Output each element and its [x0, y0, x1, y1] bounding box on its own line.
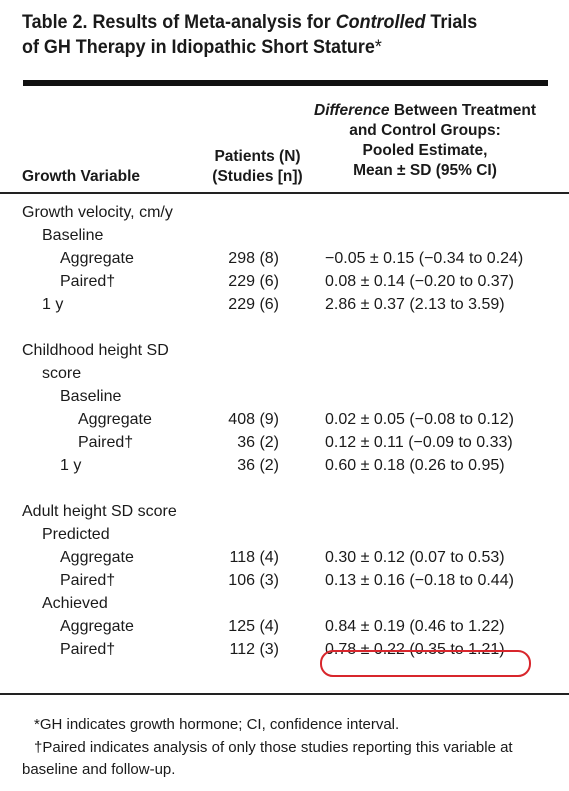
- row-patients: 298 (8): [228, 250, 279, 267]
- row-estimate: 2.86 ± 0.37 (2.13 to 3.59): [325, 296, 505, 313]
- header-patients: Patients (N) (Studies [n]): [212, 148, 303, 185]
- table-row: Adult height SD score: [0, 500, 569, 523]
- table-row: Paired† 106 (3) 0.13 ± 0.16 (−0.18 to 0.44…: [0, 569, 569, 592]
- table-row: Paired† 229 (6) 0.08 ± 0.14 (−0.20 to 0.37…: [0, 270, 569, 293]
- header-rule: [0, 192, 569, 194]
- top-thick-rule: [23, 80, 548, 86]
- table-row: score: [0, 362, 569, 385]
- row-patients: 118 (4): [229, 549, 279, 566]
- row-patients: 229 (6): [228, 296, 279, 313]
- row-label: Paired†: [60, 572, 116, 589]
- table-row: 1 y 36 (2) 0.60 ± 0.18 (0.26 to 0.95): [0, 454, 569, 477]
- row-label: Childhood height SD: [22, 342, 169, 359]
- table-row: Aggregate 118 (4) 0.30 ± 0.12 (0.07 to 0.5…: [0, 546, 569, 569]
- row-label: Paired†: [60, 641, 116, 658]
- table-body: Growth velocity, cm/y Baseline Aggregate 29…: [0, 201, 569, 661]
- row-label: Aggregate: [78, 411, 152, 428]
- table-row: Aggregate 125 (4) 0.84 ± 0.19 (0.46 to 1.2…: [0, 615, 569, 638]
- row-label: Achieved: [42, 595, 108, 612]
- table-row: Childhood height SD: [0, 339, 569, 362]
- row-label: Growth velocity, cm/y: [22, 204, 173, 221]
- row-label: Predicted: [42, 526, 110, 543]
- table-title: Table 2. Results of Meta-analysis for Co…: [22, 10, 510, 60]
- row-label: 1 y: [60, 457, 82, 474]
- row-patients: 229 (6): [228, 273, 279, 290]
- row-label: Aggregate: [60, 618, 134, 635]
- bottom-rule: [0, 693, 569, 695]
- row-label: Adult height SD score: [22, 503, 177, 520]
- highlight-circle: [320, 650, 531, 677]
- row-estimate: 0.84 ± 0.19 (0.46 to 1.22): [325, 618, 505, 635]
- row-label: 1 y: [42, 296, 64, 313]
- row-estimate: 0.30 ± 0.12 (0.07 to 0.53): [325, 549, 505, 566]
- row-label: Aggregate: [60, 250, 134, 267]
- row-estimate: 0.13 ± 0.16 (−0.18 to 0.44): [325, 572, 514, 589]
- table-row: Aggregate 298 (8) −0.05 ± 0.15 (−0.34 to 0…: [0, 247, 569, 270]
- table-row: Aggregate 408 (9) 0.02 ± 0.05 (−0.08 to 0.…: [0, 408, 569, 431]
- row-spacer: [0, 477, 569, 500]
- row-label: Baseline: [42, 227, 104, 244]
- table-title-line2: of GH Therapy in Idiopathic Short Statur…: [22, 36, 382, 58]
- row-label: score: [42, 365, 82, 382]
- header-difference: Difference Between Treatment and Control…: [314, 102, 536, 179]
- table-row: Baseline: [0, 385, 569, 408]
- row-estimate: 0.60 ± 0.18 (0.26 to 0.95): [325, 457, 505, 474]
- table-row: Baseline: [0, 224, 569, 247]
- row-estimate: 0.12 ± 0.11 (−0.09 to 0.33): [325, 434, 513, 451]
- table-title-line1: Table 2. Results of Meta-analysis for Co…: [22, 11, 478, 33]
- row-label: Baseline: [60, 388, 122, 405]
- row-patients: 112 (3): [229, 641, 279, 658]
- footnote-paired: †Paired indicates analysis of only those…: [34, 739, 513, 756]
- table-row: Paired† 36 (2) 0.12 ± 0.11 (−0.09 to 0.33): [0, 431, 569, 454]
- table-row: Paired† 112 (3) 0.78 ± 0.22 (0.35 to 1.21): [0, 638, 569, 661]
- header-growth-variable: Growth Variable: [22, 168, 141, 185]
- row-label: Aggregate: [60, 549, 134, 566]
- row-estimate: 0.02 ± 0.05 (−0.08 to 0.12): [325, 411, 514, 428]
- table-row: Predicted: [0, 523, 569, 546]
- row-patients: 125 (4): [228, 618, 279, 635]
- table-row: Achieved: [0, 592, 569, 615]
- row-estimate: −0.05 ± 0.15 (−0.34 to 0.24): [325, 250, 524, 267]
- row-patients: 36 (2): [237, 457, 279, 474]
- table-row: 1 y 229 (6) 2.86 ± 0.37 (2.13 to 3.59): [0, 293, 569, 316]
- row-estimate: 0.08 ± 0.14 (−0.20 to 0.37): [325, 273, 514, 290]
- row-estimate-highlighted: 0.78 ± 0.22 (0.35 to 1.21): [325, 641, 505, 658]
- row-patients: 408 (9): [228, 411, 279, 428]
- footnote-paired-cont: baseline and follow-up.: [22, 761, 176, 778]
- table-row: Growth velocity, cm/y: [0, 201, 569, 224]
- row-patients: 106 (3): [228, 572, 279, 589]
- row-label: Paired†: [60, 273, 116, 290]
- row-patients: 36 (2): [237, 434, 279, 451]
- row-spacer: [0, 316, 569, 339]
- footnote-abbreviations: *GH indicates growth hormone; CI, confid…: [34, 716, 400, 733]
- row-label: Paired†: [78, 434, 134, 451]
